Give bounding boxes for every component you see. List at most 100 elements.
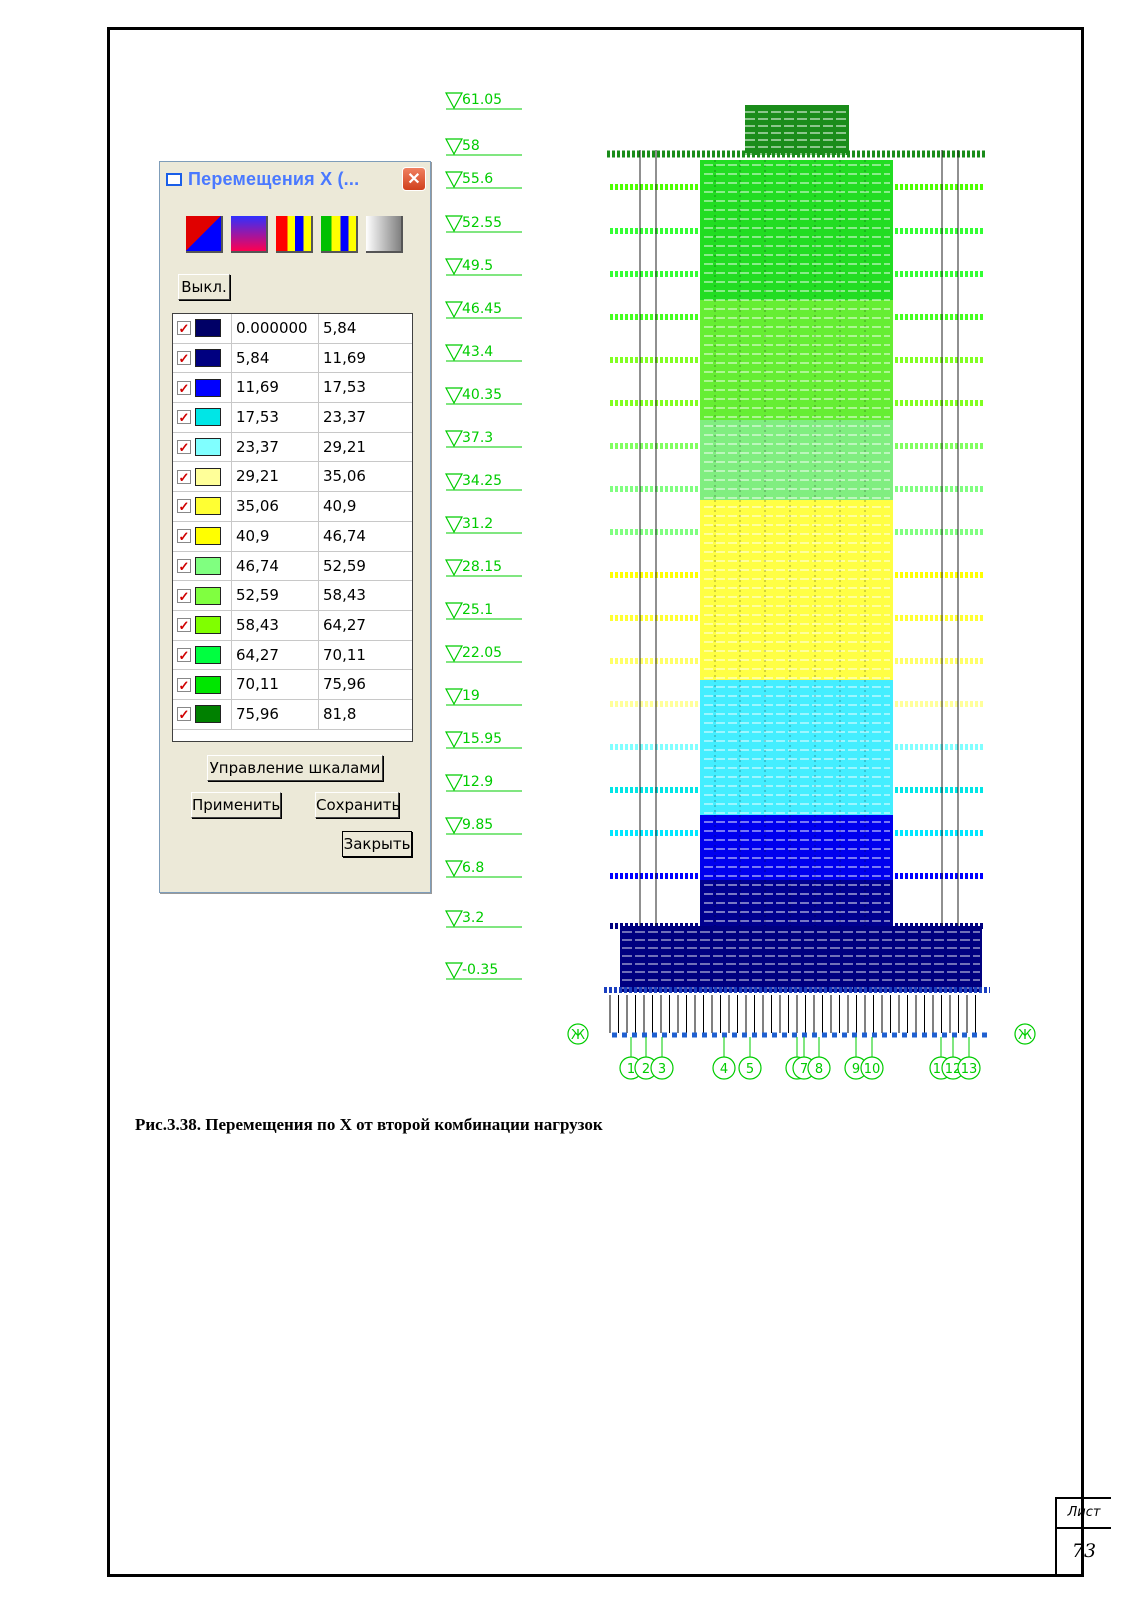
legend-row[interactable]: ✓ 23,37 29,21 <box>173 432 412 463</box>
level-label: 61.05 <box>462 92 502 108</box>
axis-bubble <box>860 1056 884 1080</box>
level-triangle-icon <box>445 138 463 156</box>
range-to: 52,59 <box>323 556 366 575</box>
range-from: 46,74 <box>231 551 319 581</box>
level-triangle-icon <box>445 92 463 110</box>
legend-row[interactable]: ✓ 70,11 75,96 <box>173 670 412 700</box>
level-label: 37.3 <box>462 430 493 446</box>
checkbox-icon[interactable]: ✓ <box>177 321 191 337</box>
range-from: 58,43 <box>231 610 319 640</box>
color-swatch[interactable] <box>195 438 221 457</box>
legend-row[interactable]: ✓ 17,53 23,37 <box>173 403 412 433</box>
level-mark: 6.8 <box>445 860 522 878</box>
level-mark: 61.05 <box>445 92 522 110</box>
legend-row[interactable]: ✓ 52,59 58,43 <box>173 581 412 611</box>
scheme-stripes-red-icon[interactable] <box>276 216 313 253</box>
color-swatch[interactable] <box>195 586 221 605</box>
scheme-diagonal-icon[interactable] <box>186 216 223 253</box>
legend-row[interactable]: ✓ 29,21 35,06 <box>173 462 412 493</box>
range-from: 23,37 <box>231 432 319 462</box>
legend-row[interactable]: ✓ 0.000000 5,84 <box>173 314 412 344</box>
checkbox-icon[interactable]: ✓ <box>177 647 191 663</box>
level-mark: 43.4 <box>445 344 522 362</box>
legend-row[interactable]: ✓ 75,96 81,8 <box>173 699 412 730</box>
color-swatch[interactable] <box>195 616 221 635</box>
color-swatch[interactable] <box>195 408 221 427</box>
level-triangle-icon <box>445 774 463 792</box>
apply-button[interactable]: Применить <box>191 792 281 818</box>
checkbox-icon[interactable]: ✓ <box>177 558 191 574</box>
color-swatch[interactable] <box>195 378 221 397</box>
checkbox-icon[interactable]: ✓ <box>177 440 191 456</box>
level-mark: 37.3 <box>445 430 522 448</box>
podium-block <box>620 926 982 992</box>
level-label: 9.85 <box>462 817 493 833</box>
checkbox-icon[interactable]: ✓ <box>177 588 191 604</box>
level-mark: 19 <box>445 688 522 706</box>
checkbox-icon[interactable]: ✓ <box>177 499 191 515</box>
checkbox-icon[interactable]: ✓ <box>177 351 191 367</box>
legend-row[interactable]: ✓ 58,43 64,27 <box>173 610 412 641</box>
level-triangle-icon <box>445 215 463 233</box>
legend-row[interactable]: ✓ 35,06 40,9 <box>173 492 412 522</box>
close-icon[interactable]: ✕ <box>402 167 426 191</box>
save-button[interactable]: Сохранить <box>315 792 400 818</box>
checkbox-icon[interactable]: ✓ <box>177 469 191 485</box>
level-triangle-icon <box>445 817 463 835</box>
legend-row[interactable]: ✓ 11,69 17,53 <box>173 373 412 404</box>
color-swatch[interactable] <box>195 556 221 575</box>
dialog-titlebar[interactable]: Перемещения X (... ✕ <box>160 162 430 196</box>
axis-bubble <box>807 1056 831 1080</box>
legend-row[interactable]: ✓ 5,84 11,69 <box>173 343 412 374</box>
sheet-stamp: Лист 73 <box>1055 1497 1111 1577</box>
range-to: 64,27 <box>323 615 366 634</box>
color-swatch[interactable] <box>195 467 221 486</box>
core-band <box>700 300 893 420</box>
scheme-stripes-green-icon[interactable] <box>321 216 358 253</box>
color-swatch[interactable] <box>195 497 221 516</box>
core-band <box>700 680 893 815</box>
color-swatch[interactable] <box>195 319 221 338</box>
axis-number: 8 <box>815 1062 823 1077</box>
checkbox-icon[interactable]: ✓ <box>177 410 191 426</box>
legend-row[interactable]: ✓ 40,9 46,74 <box>173 521 412 552</box>
range-to: 11,69 <box>323 348 366 367</box>
level-label: 58 <box>462 138 480 154</box>
level-label: 6.8 <box>462 860 484 876</box>
core-band <box>700 815 893 880</box>
color-swatch[interactable] <box>195 645 221 664</box>
color-swatch[interactable] <box>195 705 221 724</box>
range-to: 5,84 <box>323 319 357 337</box>
color-swatch[interactable] <box>195 349 221 368</box>
window-icon <box>166 172 182 186</box>
level-triangle-icon <box>445 602 463 620</box>
off-button[interactable]: Выкл. <box>178 274 230 300</box>
level-label: 43.4 <box>462 344 493 360</box>
checkbox-icon[interactable]: ✓ <box>177 380 191 396</box>
checkbox-icon[interactable]: ✓ <box>177 618 191 634</box>
level-triangle-icon <box>445 516 463 534</box>
level-mark: 15.95 <box>445 731 522 749</box>
level-label: 28.15 <box>462 559 502 575</box>
level-label: 15.95 <box>462 731 502 747</box>
level-mark: 49.5 <box>445 258 522 276</box>
checkbox-icon[interactable]: ✓ <box>177 677 191 693</box>
level-label: 40.35 <box>462 387 502 403</box>
scheme-gradient-icon[interactable] <box>231 216 268 253</box>
checkbox-icon[interactable]: ✓ <box>177 707 191 723</box>
level-triangle-icon <box>445 473 463 491</box>
range-to: 70,11 <box>323 645 366 664</box>
color-swatch[interactable] <box>195 675 221 694</box>
scheme-grey-icon[interactable] <box>366 216 403 253</box>
core-band <box>700 160 893 300</box>
legend-row[interactable]: ✓ 64,27 70,11 <box>173 640 412 671</box>
close-button[interactable]: Закрыть <box>342 831 412 857</box>
level-triangle-icon <box>445 258 463 276</box>
color-swatch[interactable] <box>195 527 221 546</box>
level-mark: -0.35 <box>445 962 522 980</box>
checkbox-icon[interactable]: ✓ <box>177 529 191 545</box>
scale-control-button[interactable]: Управление шкалами <box>207 755 383 781</box>
level-label: 25.1 <box>462 602 493 618</box>
legend-row[interactable]: ✓ 46,74 52,59 <box>173 551 412 582</box>
